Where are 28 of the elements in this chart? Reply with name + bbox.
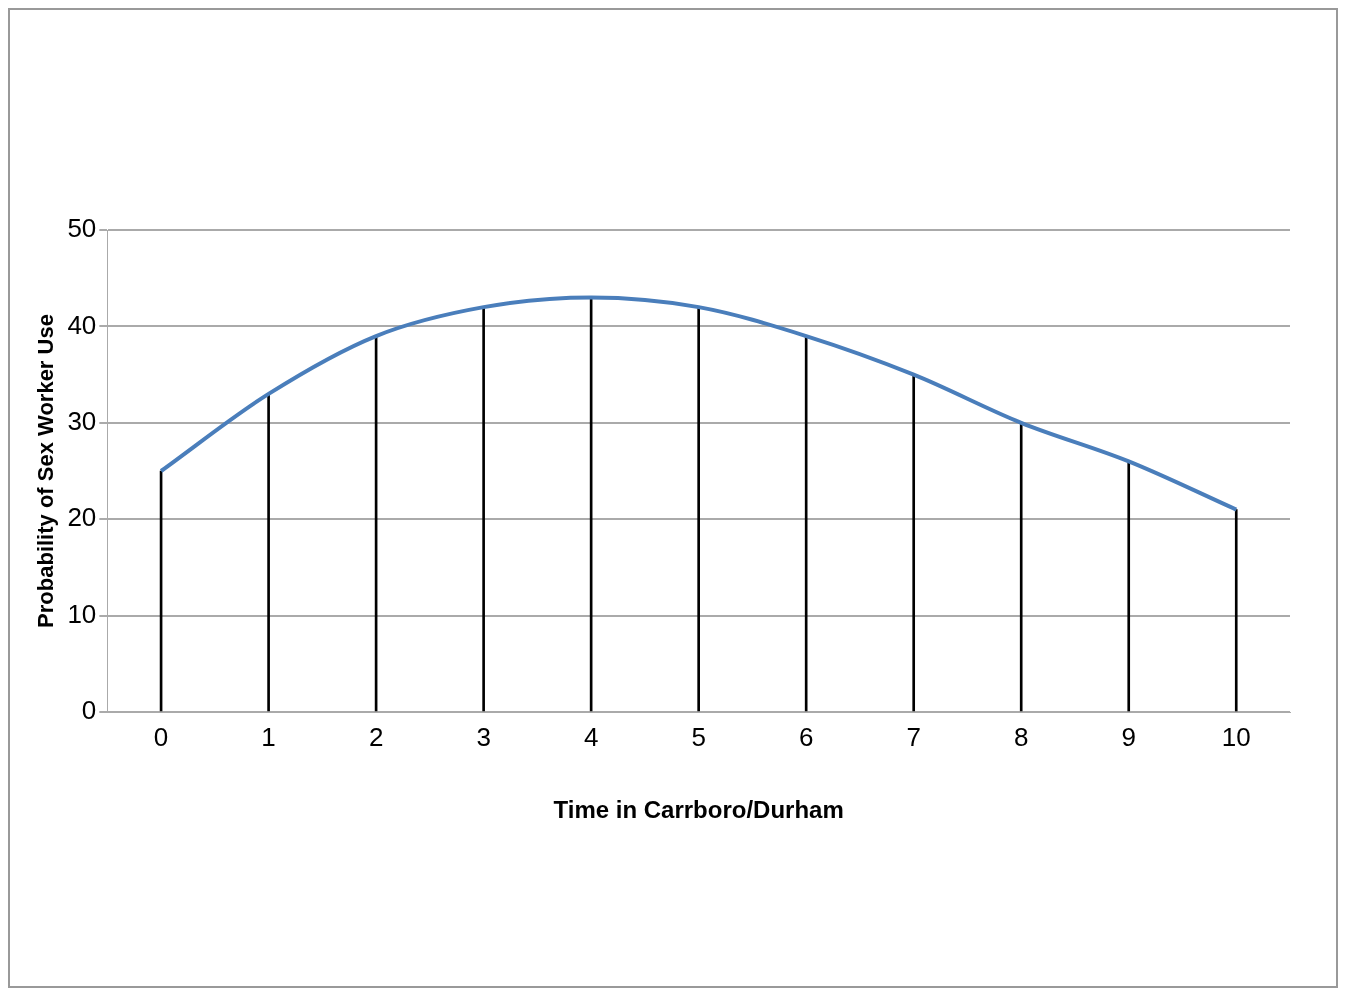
x-tick-label: 2: [368, 721, 384, 752]
y-tick-label: 10: [67, 598, 97, 629]
y-tick-label: 20: [67, 502, 97, 533]
x-tick-label: 8: [1013, 721, 1029, 752]
bar: [482, 306, 485, 712]
bar: [912, 374, 916, 712]
x-tick-label: 7: [906, 721, 921, 752]
bar: [1127, 461, 1131, 712]
bar: [1234, 509, 1238, 712]
y-tick-label: 0: [81, 695, 97, 726]
x-axis-title: Time in Carrboro/Durham: [553, 796, 844, 824]
x-tick-label: 6: [798, 721, 814, 752]
x-tick-label: 3: [476, 721, 491, 752]
y-axis-title: Probability of Sex Worker Use: [33, 314, 59, 628]
bar: [804, 335, 808, 712]
line-series: [159, 295, 1239, 512]
x-tick-label: 0: [153, 721, 169, 752]
y-tick-label: 50: [67, 213, 97, 244]
bar: [1019, 422, 1023, 712]
x-tick-label: 9: [1121, 721, 1136, 752]
bar: [267, 393, 270, 712]
x-tick-label: 5: [691, 721, 706, 752]
y-tick-label: 40: [67, 309, 97, 340]
x-tick-label: 10: [1221, 721, 1251, 752]
bar: [697, 306, 700, 712]
x-tick-label: 1: [261, 721, 276, 752]
y-tick-label: 30: [67, 405, 97, 436]
x-tick-label: 4: [583, 721, 599, 752]
